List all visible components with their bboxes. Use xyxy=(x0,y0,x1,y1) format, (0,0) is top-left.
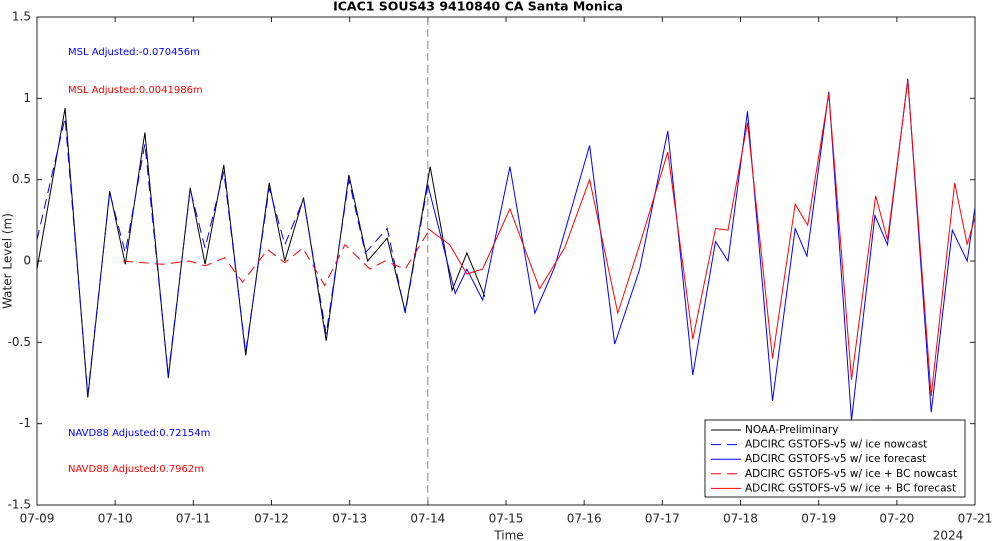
x-tick-label: 07-17 xyxy=(645,512,680,526)
x-tick-label: 07-15 xyxy=(489,512,524,526)
y-tick-label: 1.5 xyxy=(12,10,31,24)
y-tick-label: 0 xyxy=(23,254,31,268)
annotation: NAVD88 Adjusted:0.72154m xyxy=(68,428,210,439)
series-line xyxy=(36,117,429,395)
legend-label: ADCIRC GSTOFS-v5 w/ ice + BC nowcast xyxy=(745,468,957,480)
x-tick-label: 07-13 xyxy=(332,512,367,526)
legend-label: ADCIRC GSTOFS-v5 w/ ice nowcast xyxy=(745,439,927,451)
annotation: NAVD88 Adjusted:0.7962m xyxy=(68,464,204,475)
series-line xyxy=(36,108,486,398)
y-tick-label: -1.5 xyxy=(8,498,31,512)
x-tick-label: 07-20 xyxy=(879,512,914,526)
x-tick-label: 07-11 xyxy=(176,512,211,526)
chart-title: ICAC1 SOUS43 9410840 CA Santa Monica xyxy=(333,0,623,14)
annotation: MSL Adjusted:0.0041986m xyxy=(68,85,203,96)
y-tick-label: -1 xyxy=(19,416,31,430)
x-tick-label: 07-10 xyxy=(98,512,133,526)
series-line xyxy=(122,228,431,287)
y-tick-label: -0.5 xyxy=(8,335,31,349)
legend-label: ADCIRC GSTOFS-v5 w/ ice forecast xyxy=(745,453,926,465)
x-tick-label: 07-16 xyxy=(567,512,602,526)
x-tick-label: 07-19 xyxy=(801,512,836,526)
legend-label: NOAA-Preliminary xyxy=(745,424,838,436)
y-axis-label: Water Level (m) xyxy=(1,213,15,309)
x-tick-label: 07-21 xyxy=(958,512,992,526)
x-axis-label: Time xyxy=(493,529,523,541)
series-line xyxy=(427,80,976,397)
annotation: MSL Adjusted:-0.070456m xyxy=(68,47,200,58)
x-tick-label: 07-09 xyxy=(20,512,55,526)
plot-frame xyxy=(36,16,976,506)
y-tick-label: 0.5 xyxy=(12,172,31,186)
y-tick-label: 1 xyxy=(23,91,31,105)
legend-box xyxy=(704,419,966,498)
x-tick-label: 07-14 xyxy=(410,512,445,526)
x-tick-label: 07-18 xyxy=(723,512,758,526)
x-tick-label: 07-12 xyxy=(254,512,289,526)
x-axis-year: 2024 xyxy=(933,529,964,541)
legend-label: ADCIRC GSTOFS-v5 w/ ice + BC forecast xyxy=(745,482,956,494)
